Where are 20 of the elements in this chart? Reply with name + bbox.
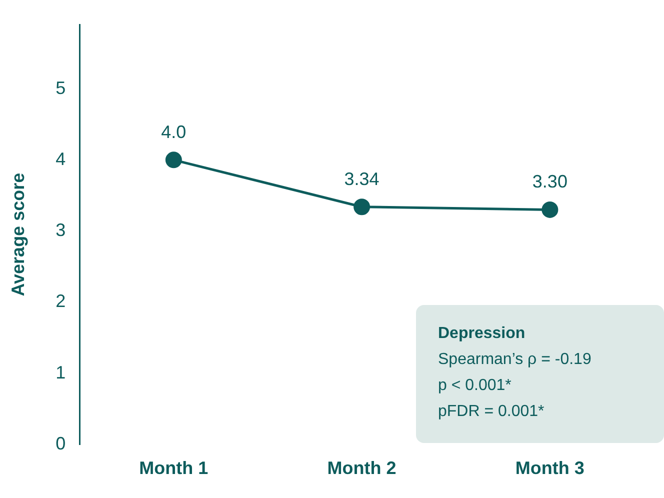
annotation: pFDR = 0.001* [438,402,546,422]
y-axis-title: Average score [8,172,28,296]
annotation: Depression [438,324,526,344]
y-tick-label: 2 [56,291,66,312]
point [354,198,370,216]
annotation: p < 0.001* [438,376,512,396]
y-tick-label: 3 [56,220,66,240]
y-tick-label: 5 [56,78,66,98]
point [165,152,182,168]
data-label: 3.34 [344,168,380,189]
point [542,201,558,218]
y-tick-label: 0 [56,433,66,454]
annotation: Spearman’s ρ = -0.19 [438,350,592,370]
data-label: 3.30 [532,172,568,192]
data-label: 4.0 [161,122,186,142]
y-tick-label: 4 [56,148,66,169]
x-tick-label: Month 1 [139,458,208,478]
y-tick-label: 1 [56,362,66,382]
x-tick-label: Month 2 [327,458,396,478]
x-tick-label: Month 3 [515,458,584,478]
